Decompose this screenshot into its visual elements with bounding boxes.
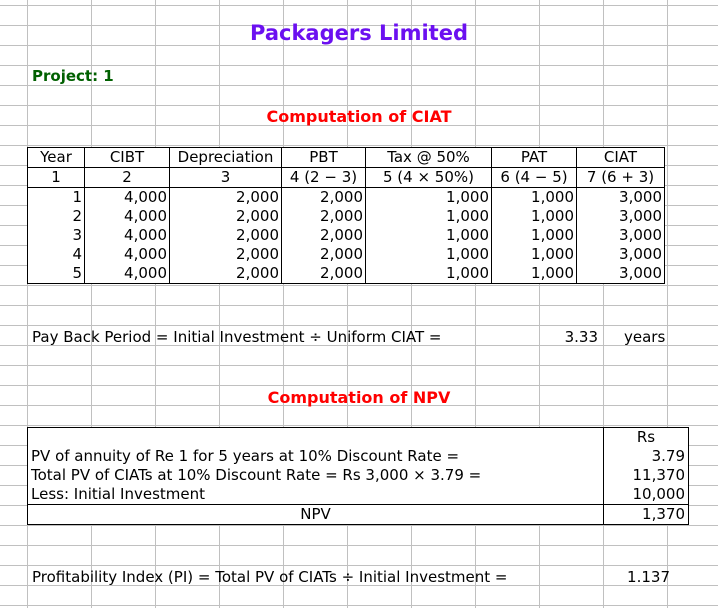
ciat-table: Year CIBT Depreciation PBT Tax @ 50% PAT…	[27, 147, 665, 284]
ciat-header-row: Year CIBT Depreciation PBT Tax @ 50% PAT…	[27, 147, 665, 168]
cell-pbt[interactable]: 2,000	[281, 187, 366, 207]
cell-tax[interactable]: 1,000	[365, 245, 492, 264]
currency-label[interactable]: Rs	[603, 427, 689, 447]
payback-unit: years	[624, 328, 666, 346]
subheader-cell[interactable]: 6 (4 − 5)	[491, 167, 577, 188]
cell-pbt[interactable]: 2,000	[281, 207, 366, 226]
cell-year[interactable]: 4	[27, 245, 85, 264]
header-tax[interactable]: Tax @ 50%	[365, 147, 492, 168]
payback-label: Pay Back Period = Initial Investment ÷ U…	[32, 328, 442, 346]
header-pbt[interactable]: PBT	[281, 147, 366, 168]
cell-pat[interactable]: 1,000	[491, 245, 577, 264]
npv-currency-row: Rs	[27, 427, 689, 447]
table-row: Total PV of CIATs at 10% Discount Rate =…	[27, 466, 689, 485]
cell-pbt[interactable]: 2,000	[281, 226, 366, 245]
npv-row-label[interactable]: Less: Initial Investment	[27, 485, 604, 505]
cell-tax[interactable]: 1,000	[365, 226, 492, 245]
cell-year[interactable]: 3	[27, 226, 85, 245]
npv-table: Rs PV of annuity of Re 1 for 5 years at …	[27, 427, 689, 525]
pi-label: Profitability Index (PI) = Total PV of C…	[32, 568, 508, 586]
table-row: Less: Initial Investment 10,000	[27, 485, 689, 505]
cell-depreciation[interactable]: 2,000	[169, 245, 282, 264]
cell-year[interactable]: 1	[27, 187, 85, 207]
cell-depreciation[interactable]: 2,000	[169, 207, 282, 226]
project-label: Project: 1	[32, 67, 114, 85]
cell-cibt[interactable]: 4,000	[84, 187, 170, 207]
cell-pbt[interactable]: 2,000	[281, 245, 366, 264]
subheader-cell[interactable]: 1	[27, 167, 85, 188]
cell-year[interactable]: 5	[27, 264, 85, 284]
cell-ciat[interactable]: 3,000	[576, 264, 665, 284]
cell-cibt[interactable]: 4,000	[84, 226, 170, 245]
table-row: 3 4,000 2,000 2,000 1,000 1,000 3,000	[27, 226, 665, 245]
subheader-cell[interactable]: 4 (2 − 3)	[281, 167, 366, 188]
table-row: 2 4,000 2,000 2,000 1,000 1,000 3,000	[27, 207, 665, 226]
subheader-cell[interactable]: 2	[84, 167, 170, 188]
pi-value[interactable]: 1.137	[627, 568, 670, 586]
cell-pat[interactable]: 1,000	[491, 187, 577, 207]
npv-total-label[interactable]: NPV	[27, 504, 604, 525]
cell-cibt[interactable]: 4,000	[84, 264, 170, 284]
cell-cibt[interactable]: 4,000	[84, 245, 170, 264]
ciat-subheader-row: 1 2 3 4 (2 − 3) 5 (4 × 50%) 6 (4 − 5) 7 …	[27, 167, 665, 188]
ciat-heading: Computation of CIAT	[266, 107, 452, 126]
cell-pat[interactable]: 1,000	[491, 207, 577, 226]
table-row: NPV 1,370	[27, 504, 689, 525]
cell-ciat[interactable]: 3,000	[576, 245, 665, 264]
table-row: 1 4,000 2,000 2,000 1,000 1,000 3,000	[27, 187, 665, 207]
cell-year[interactable]: 2	[27, 207, 85, 226]
cell-ciat[interactable]: 3,000	[576, 207, 665, 226]
cell-depreciation[interactable]: 2,000	[169, 187, 282, 207]
cell-depreciation[interactable]: 2,000	[169, 264, 282, 284]
header-depreciation[interactable]: Depreciation	[169, 147, 282, 168]
npv-blank-cell[interactable]	[27, 427, 604, 447]
npv-row-value[interactable]: 3.79	[603, 447, 689, 466]
table-row: PV of annuity of Re 1 for 5 years at 10%…	[27, 447, 689, 466]
npv-row-value[interactable]: 11,370	[603, 466, 689, 485]
header-ciat[interactable]: CIAT	[576, 147, 665, 168]
header-year[interactable]: Year	[27, 147, 85, 168]
cell-tax[interactable]: 1,000	[365, 264, 492, 284]
npv-row-value[interactable]: 10,000	[603, 485, 689, 505]
table-row: 5 4,000 2,000 2,000 1,000 1,000 3,000	[27, 264, 665, 284]
cell-cibt[interactable]: 4,000	[84, 207, 170, 226]
cell-depreciation[interactable]: 2,000	[169, 226, 282, 245]
cell-pat[interactable]: 1,000	[491, 226, 577, 245]
header-pat[interactable]: PAT	[491, 147, 577, 168]
subheader-cell[interactable]: 7 (6 + 3)	[576, 167, 665, 188]
npv-heading: Computation of NPV	[267, 388, 451, 407]
cell-ciat[interactable]: 3,000	[576, 187, 665, 207]
subheader-cell[interactable]: 3	[169, 167, 282, 188]
cell-pat[interactable]: 1,000	[491, 264, 577, 284]
header-cibt[interactable]: CIBT	[84, 147, 170, 168]
npv-total-value[interactable]: 1,370	[603, 504, 689, 525]
cell-tax[interactable]: 1,000	[365, 207, 492, 226]
npv-row-label[interactable]: Total PV of CIATs at 10% Discount Rate =…	[27, 466, 604, 485]
subheader-cell[interactable]: 5 (4 × 50%)	[365, 167, 492, 188]
sheet-title: Packagers Limited	[250, 21, 468, 45]
cell-tax[interactable]: 1,000	[365, 187, 492, 207]
payback-value[interactable]: 3.33	[564, 328, 598, 346]
table-row: 4 4,000 2,000 2,000 1,000 1,000 3,000	[27, 245, 665, 264]
npv-row-label[interactable]: PV of annuity of Re 1 for 5 years at 10%…	[27, 447, 604, 466]
cell-pbt[interactable]: 2,000	[281, 264, 366, 284]
cell-ciat[interactable]: 3,000	[576, 226, 665, 245]
